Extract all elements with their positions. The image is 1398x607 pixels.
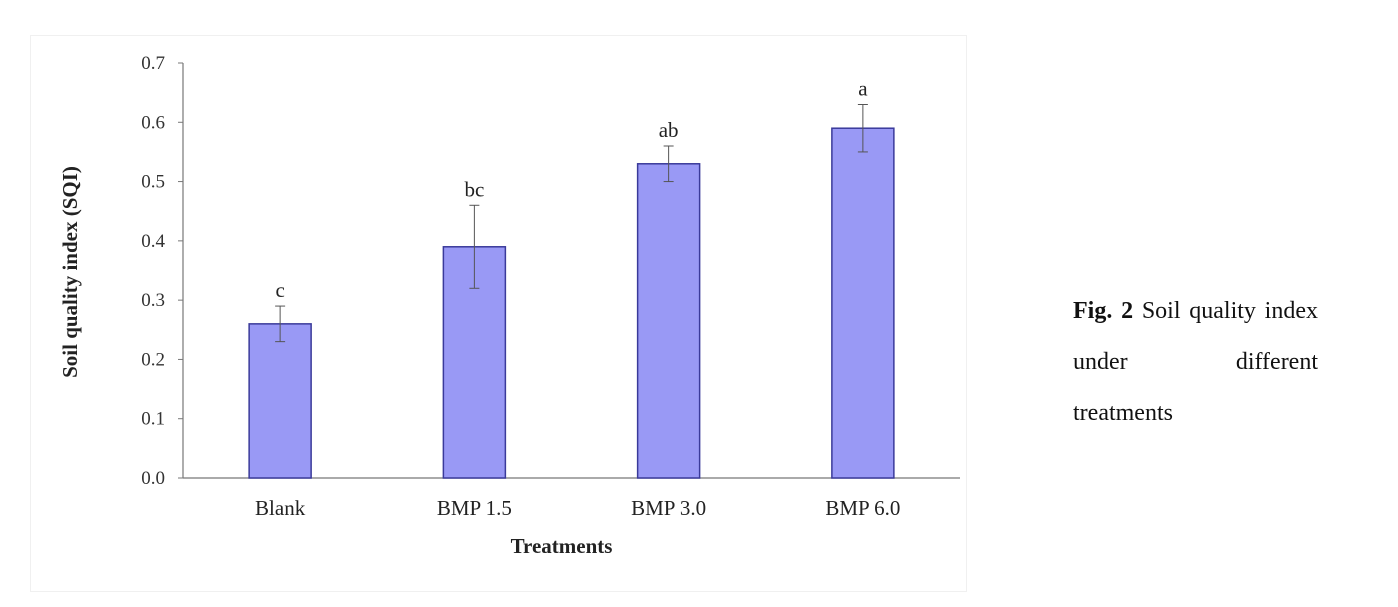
- significance-label: bc: [464, 177, 484, 201]
- y-tick-label: 0.7: [141, 53, 165, 74]
- bar: [831, 127, 895, 479]
- y-tick-label: 0.3: [141, 290, 165, 311]
- x-tick-label: BMP 1.5: [437, 496, 512, 520]
- y-tick-label: 0.5: [141, 172, 165, 193]
- y-tick-label: 0.4: [141, 231, 165, 252]
- figure-caption: Fig. 2 Soil quality index under differen…: [1073, 286, 1318, 439]
- x-tick-label: BMP 6.0: [825, 496, 900, 520]
- y-tick-label: 0.0: [141, 468, 165, 489]
- caption-text: Soil quality index under different treat…: [1073, 298, 1318, 426]
- bar: [248, 323, 312, 479]
- significance-label: ab: [659, 118, 679, 142]
- x-tick-label: BMP 3.0: [631, 496, 706, 520]
- x-tick-label: Blank: [255, 496, 306, 520]
- significance-label: a: [858, 77, 868, 101]
- bar: [636, 163, 701, 479]
- figure-label: Fig. 2: [1073, 298, 1134, 324]
- y-tick-label: 0.1: [141, 409, 165, 430]
- y-tick-label: 0.6: [141, 112, 165, 133]
- bar: [442, 246, 507, 479]
- y-axis-title: Soil quality index (SQI): [58, 166, 82, 378]
- significance-label: c: [275, 278, 284, 302]
- y-tick-label: 0.2: [141, 349, 165, 370]
- x-axis-title: Treatments: [511, 534, 613, 558]
- bar-chart: 0.0 0.1 0.2 0.3 0.4 0.5 0.6 0.7 c Blank bc BMP 1.5 a…: [58, 53, 960, 558]
